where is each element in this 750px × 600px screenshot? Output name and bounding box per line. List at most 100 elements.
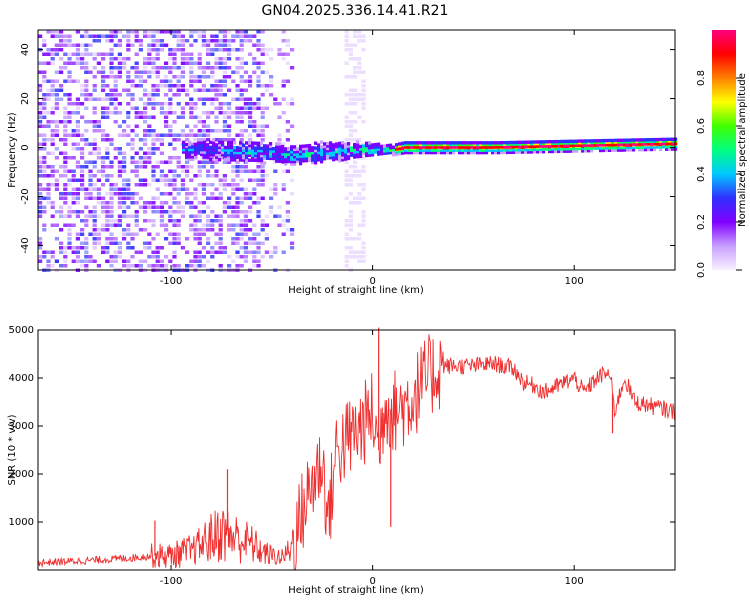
heatmap-cell (344, 219, 349, 223)
heatmap-cell (252, 187, 257, 191)
heatmap-cell (71, 169, 76, 173)
snr-line (37, 334, 675, 571)
ridge-cell (449, 143, 453, 147)
ridge-cell (263, 144, 267, 148)
heatmap-cell (84, 237, 89, 241)
ridge-cell (323, 144, 327, 149)
heatmap-cell (96, 124, 101, 128)
heatmap-cell (256, 210, 261, 214)
ridge-core-cell (584, 144, 588, 147)
heatmap-cell (260, 93, 265, 97)
heatmap-cell (46, 250, 51, 254)
ridge-cell (344, 142, 348, 147)
ridge-cell (515, 148, 519, 152)
heatmap-cell (222, 57, 227, 61)
ridge-cell (227, 153, 231, 157)
ridge-cell (503, 143, 507, 147)
heatmap-cell (185, 93, 190, 97)
heatmap-cell (130, 93, 135, 97)
heatmap-cell (113, 111, 118, 115)
heatmap-cell (105, 228, 110, 232)
heatmap-cell (256, 246, 261, 250)
ridge-cell (398, 142, 402, 146)
heatmap-cell (239, 30, 244, 34)
heatmap-cell (63, 169, 68, 173)
heatmap-cell (281, 142, 286, 146)
ridge-cell (545, 142, 549, 146)
ridge-cell (587, 149, 591, 153)
ridge-cell (371, 150, 375, 154)
heatmap-cell (231, 241, 236, 245)
ridge-cell (308, 156, 312, 160)
heatmap-cell (277, 223, 282, 227)
heatmap-cell (126, 133, 131, 137)
ridge-cell (284, 149, 288, 154)
heatmap-cell (281, 52, 286, 56)
heatmap-cell (353, 75, 358, 79)
heatmap-cell (134, 223, 139, 227)
heatmap-cell (46, 93, 51, 97)
heatmap-cell (243, 111, 248, 115)
heatmap-cell (92, 187, 97, 191)
heatmap-cell (96, 196, 101, 200)
heatmap-cell (75, 111, 80, 115)
ridge-cell (461, 143, 465, 147)
ridge-core-cell (401, 146, 405, 150)
ridge-cell (422, 148, 426, 152)
heatmap-cell (239, 106, 244, 110)
heatmap-cell (130, 142, 135, 146)
heatmap-cell (67, 57, 72, 61)
heatmap-cell (117, 246, 122, 250)
heatmap-cell (159, 219, 164, 223)
ridge-cell (308, 158, 312, 162)
ridge-cell (479, 141, 483, 145)
heatmap-cell (227, 115, 232, 119)
heatmap-cell (130, 160, 135, 164)
ridge-cell (293, 147, 297, 152)
heatmap-cell (361, 246, 366, 250)
heatmap-cell (63, 34, 68, 38)
heatmap-cell (84, 259, 89, 263)
heatmap-cell (134, 66, 139, 70)
heatmap-cell (290, 97, 295, 101)
heatmap-cell (243, 106, 248, 110)
heatmap-cell (256, 232, 261, 236)
heatmap-cell (109, 160, 114, 164)
heatmap-cell (122, 133, 127, 137)
ridge-cell (344, 157, 348, 161)
heatmap-cell (117, 133, 122, 137)
heatmap-cell (344, 75, 349, 79)
heatmap-cell (84, 97, 89, 101)
ridge-cell (278, 159, 282, 163)
heatmap-cell (264, 48, 269, 52)
heatmap-cell (75, 237, 80, 241)
ridge-cell (248, 158, 252, 162)
ridge-cell (497, 150, 501, 155)
ridge-core-cell (566, 144, 570, 148)
heatmap-cell (67, 93, 72, 97)
heatmap-cell (344, 196, 349, 200)
heatmap-cell (189, 70, 194, 74)
heatmap-cell (172, 133, 177, 137)
heatmap-cell (281, 183, 286, 187)
heatmap-cell (46, 187, 51, 191)
heatmap-cell (252, 259, 257, 263)
heatmap-cell (260, 111, 265, 115)
ridge-cell (188, 155, 192, 159)
heatmap-cell (277, 102, 282, 106)
heatmap-cell (109, 187, 114, 191)
heatmap-cell (71, 61, 76, 65)
ridge-cell (584, 146, 588, 151)
heatmap-cell (113, 97, 118, 101)
heatmap-cell (172, 187, 177, 191)
heatmap-cell (159, 84, 164, 88)
ridge-core-cell (524, 145, 528, 149)
heatmap-cell (290, 48, 295, 52)
heatmap-cell (54, 156, 59, 160)
ridge-cell (590, 149, 594, 153)
ridge-cell (212, 148, 216, 152)
heatmap-cell (113, 237, 118, 241)
heatmap-cell (151, 178, 156, 182)
ridge-core-cell (425, 146, 429, 149)
ridge-cell (527, 142, 531, 147)
